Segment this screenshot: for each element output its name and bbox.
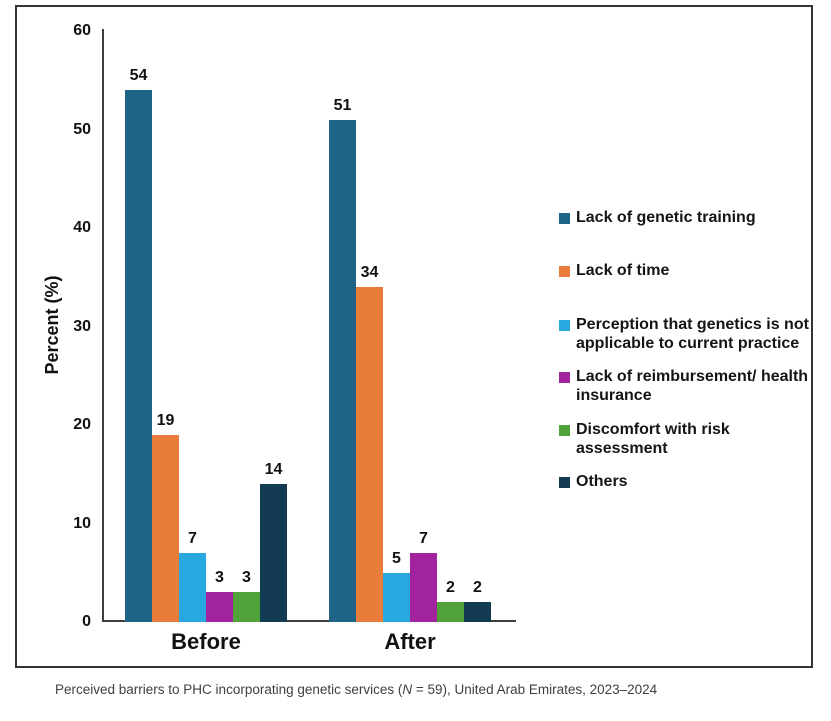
bar-6 <box>464 602 491 622</box>
caption-prefix: Perceived barriers to PHC incorporating … <box>55 682 403 697</box>
legend-item: Perception that genetics is not applicab… <box>559 315 821 353</box>
legend-swatch <box>559 266 570 277</box>
bar-2 <box>152 434 179 622</box>
bar-6 <box>260 484 287 622</box>
bar-4 <box>410 553 437 622</box>
legend-swatch <box>559 213 570 224</box>
bar-5 <box>233 592 260 622</box>
y-tick-label: 40 <box>73 219 91 236</box>
y-tick-label: 0 <box>82 613 91 630</box>
bar-value-label: 7 <box>188 530 197 548</box>
bar-value-label: 3 <box>215 569 224 587</box>
legend-item: Lack of reimbursement/ health insurance <box>559 367 821 405</box>
legend-label: Lack of genetic training <box>576 209 756 226</box>
bar-value-label: 7 <box>419 530 428 548</box>
legend-label: Others <box>576 473 628 490</box>
chart-frame: Percent (%) 0 10 20 30 40 50 60 54 19 7 3 3 14 Before… <box>15 5 813 668</box>
legend-item: Lack of time <box>559 261 821 280</box>
legend-swatch <box>559 320 570 331</box>
legend-item: Others <box>559 472 821 491</box>
y-tick-label: 20 <box>73 416 91 433</box>
bar-4 <box>206 592 233 622</box>
bar-1 <box>329 119 356 622</box>
y-tick-label: 50 <box>73 120 91 138</box>
x-category-label: Before <box>171 629 241 654</box>
y-tick-label: 60 <box>73 22 91 39</box>
legend-label: Lack of reimbursement/ health insurance <box>576 368 809 404</box>
caption-italic-n: N <box>402 682 413 697</box>
legend-item: Discomfort with risk assessment <box>559 420 821 458</box>
y-tick-label: 10 <box>73 514 91 532</box>
bar-1 <box>125 90 152 622</box>
bar-3 <box>383 572 410 622</box>
legend-label: Discomfort with risk assessment <box>576 421 730 457</box>
legend-label: Lack of time <box>576 262 670 279</box>
legend-swatch <box>559 425 570 436</box>
x-axis-line <box>102 620 516 622</box>
legend-swatch <box>559 477 570 488</box>
legend-item: Lack of genetic training <box>559 208 821 227</box>
figure-caption: Perceived barriers to PHC incorporating … <box>55 681 815 698</box>
bar-value-label: 34 <box>360 264 379 282</box>
bar-value-label: 2 <box>473 579 482 597</box>
bar-value-label: 2 <box>446 579 455 597</box>
x-category-label: After <box>384 629 436 654</box>
bar-value-label: 3 <box>242 569 251 587</box>
y-tick-label: 30 <box>73 317 91 335</box>
bar-value-label: 51 <box>333 96 352 114</box>
bar-value-label: 5 <box>392 549 401 567</box>
bar-3 <box>179 553 206 622</box>
legend-label: Perception that genetics is not applicab… <box>576 316 809 352</box>
y-axis-line <box>102 29 104 622</box>
bar-value-label: 54 <box>129 67 148 85</box>
bar-5 <box>437 602 464 622</box>
bar-2 <box>356 287 383 622</box>
bar-value-label: 14 <box>264 461 283 479</box>
legend-swatch <box>559 372 570 383</box>
bar-value-label: 19 <box>156 411 175 429</box>
caption-suffix: = 59), United Arab Emirates, 2023–2024 <box>412 682 658 697</box>
